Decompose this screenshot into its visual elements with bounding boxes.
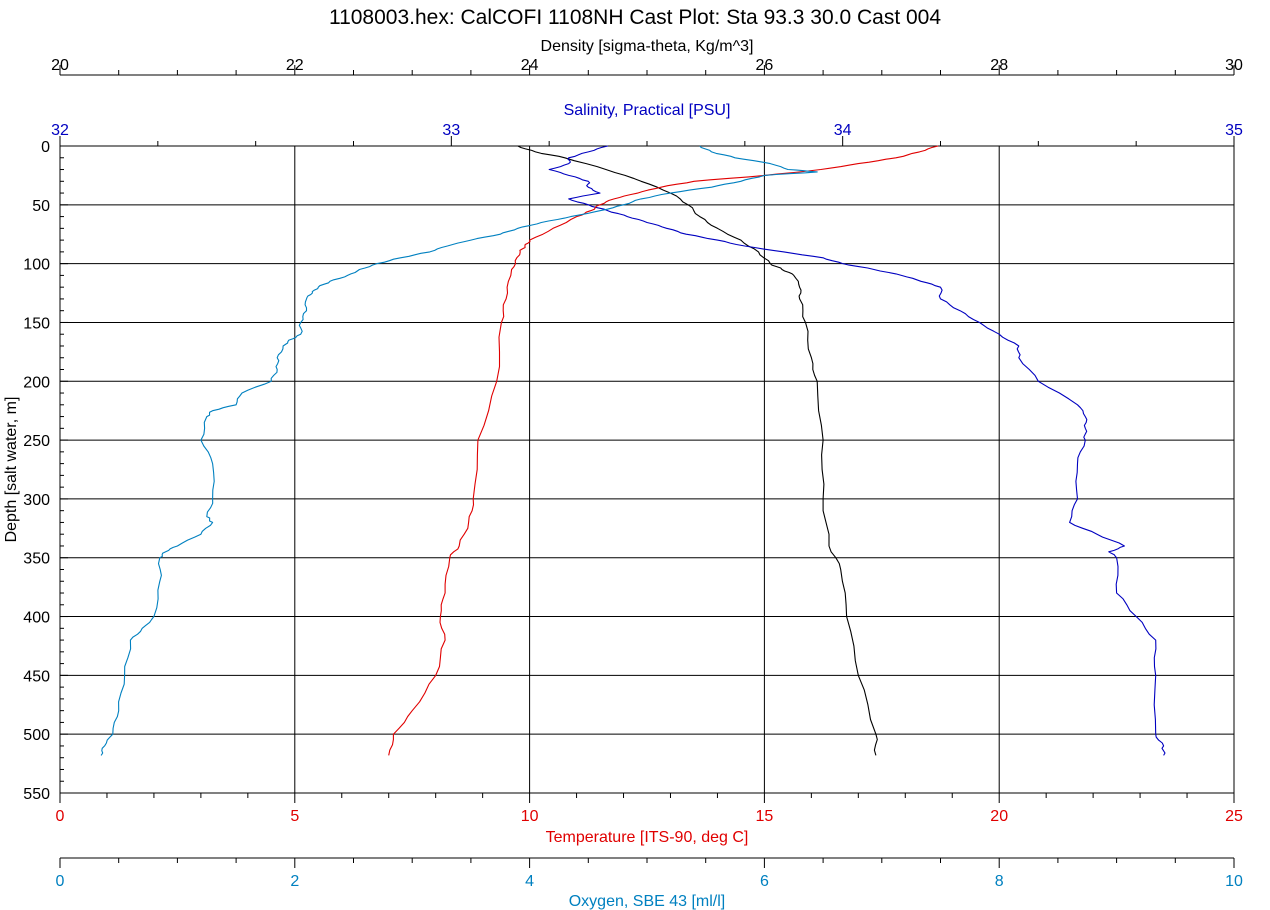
depth-tick-label: 200 — [23, 374, 50, 391]
salinity-profile-line — [548, 145, 1166, 756]
salinity-tick-label: 34 — [834, 122, 852, 139]
depth-axis-title: Depth [salt water, m] — [3, 397, 20, 543]
depth-tick-label: 400 — [23, 610, 50, 627]
oxygen-profile-line — [100, 145, 818, 756]
temperature-tick-label: 10 — [521, 808, 539, 825]
temperature-axis-title: Temperature [ITS-90, deg C] — [546, 829, 749, 846]
depth-tick-label: 450 — [23, 668, 50, 685]
density-tick-label: 30 — [1225, 57, 1243, 74]
salinity-tick-label: 32 — [51, 122, 69, 139]
temperature-profile-line — [388, 145, 939, 756]
salinity-tick-label: 33 — [442, 122, 460, 139]
density-axis-title: Density [sigma-theta, Kg/m^3] — [541, 38, 754, 55]
oxygen-tick-label: 6 — [760, 873, 769, 890]
oxygen-tick-label: 8 — [995, 873, 1004, 890]
chart-title: 1108003.hex: CalCOFI 1108NH Cast Plot: S… — [329, 6, 941, 29]
depth-tick-label: 50 — [32, 198, 50, 215]
oxygen-tick-label: 0 — [56, 873, 65, 890]
salinity-tick-label: 35 — [1225, 122, 1243, 139]
oxygen-tick-label: 2 — [290, 873, 299, 890]
density-profile-line — [517, 145, 878, 756]
depth-tick-label: 350 — [23, 551, 50, 568]
depth-tick-label: 0 — [41, 139, 50, 156]
depth-tick-label: 100 — [23, 257, 50, 274]
density-tick-label: 20 — [51, 57, 69, 74]
density-tick-label: 24 — [521, 57, 539, 74]
depth-tick-label: 150 — [23, 315, 50, 332]
oxygen-axis-title: Oxygen, SBE 43 [ml/l] — [569, 893, 726, 910]
oxygen-tick-label: 10 — [1225, 873, 1243, 890]
temperature-tick-label: 0 — [56, 808, 65, 825]
temperature-tick-label: 25 — [1225, 808, 1243, 825]
temperature-tick-label: 15 — [756, 808, 774, 825]
temperature-tick-label: 20 — [990, 808, 1008, 825]
density-tick-label: 22 — [286, 57, 304, 74]
oxygen-tick-label: 4 — [525, 873, 534, 890]
density-tick-label: 26 — [756, 57, 774, 74]
density-tick-label: 28 — [990, 57, 1008, 74]
salinity-axis-title: Salinity, Practical [PSU] — [564, 102, 731, 119]
series-layer — [100, 145, 1166, 756]
depth-tick-label: 300 — [23, 492, 50, 509]
depth-tick-label: 500 — [23, 727, 50, 744]
temperature-tick-label: 5 — [290, 808, 299, 825]
depth-tick-label: 550 — [23, 786, 50, 803]
depth-tick-label: 250 — [23, 433, 50, 450]
